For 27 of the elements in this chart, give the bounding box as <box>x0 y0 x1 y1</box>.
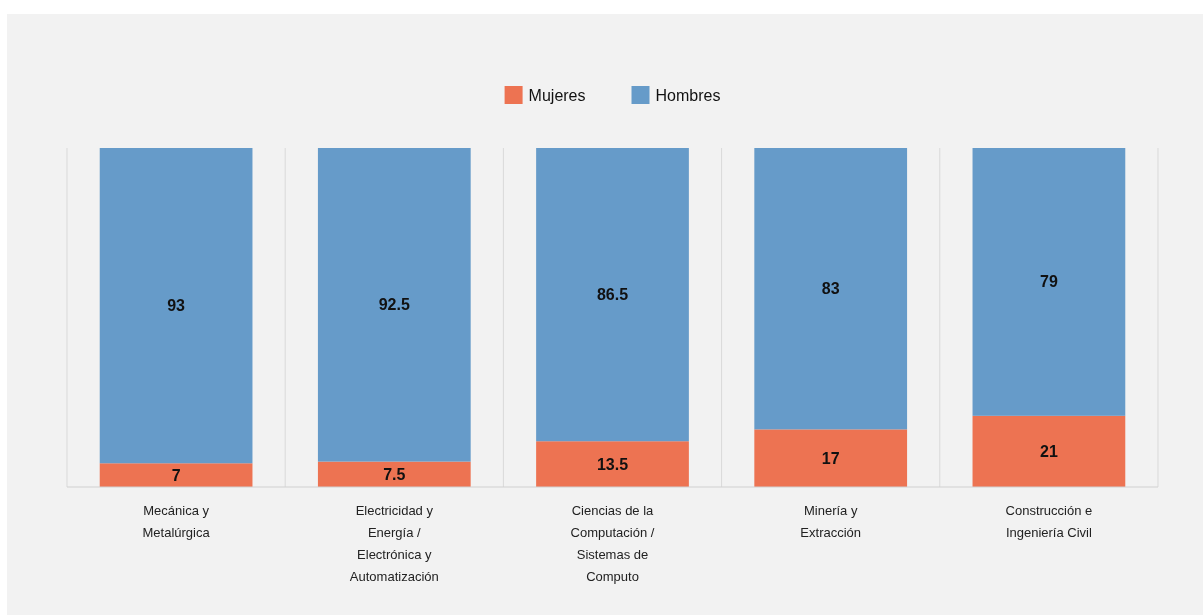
data-label: 21 <box>1040 442 1058 460</box>
data-label: 93 <box>167 297 186 315</box>
x-tick-label: Minería y Extracción <box>800 503 862 540</box>
bar <box>754 148 908 430</box>
bar <box>972 148 1126 416</box>
data-label: 83 <box>821 280 840 298</box>
data-label: 17 <box>821 449 840 467</box>
data-label: 13.5 <box>596 455 629 473</box>
data-label: 7 <box>171 466 181 484</box>
bar <box>754 429 908 487</box>
bar <box>99 148 253 464</box>
x-tick-label: Ciencias de la Computación / Sistemas de Computo <box>570 503 655 584</box>
legend-label: Mujeres <box>528 86 586 104</box>
x-tick-label: Mecánica y Metalúrgica <box>142 503 211 540</box>
data-label: 86.5 <box>596 286 629 304</box>
data-label: 92.5 <box>378 296 410 314</box>
bar <box>317 148 471 462</box>
bar <box>536 148 689 442</box>
data-label: 7.5 <box>383 465 406 483</box>
bar <box>99 463 253 487</box>
legend-label: Hombres <box>655 86 721 104</box>
bar <box>317 461 471 487</box>
data-label: 79 <box>1040 273 1058 291</box>
bar <box>536 441 689 487</box>
bar <box>972 415 1126 487</box>
x-tick-label: Construcción e Ingeniería Civil <box>1005 503 1093 540</box>
x-tick-label: Electricidad y Energía / Electrónica y Automatización <box>349 503 439 584</box>
